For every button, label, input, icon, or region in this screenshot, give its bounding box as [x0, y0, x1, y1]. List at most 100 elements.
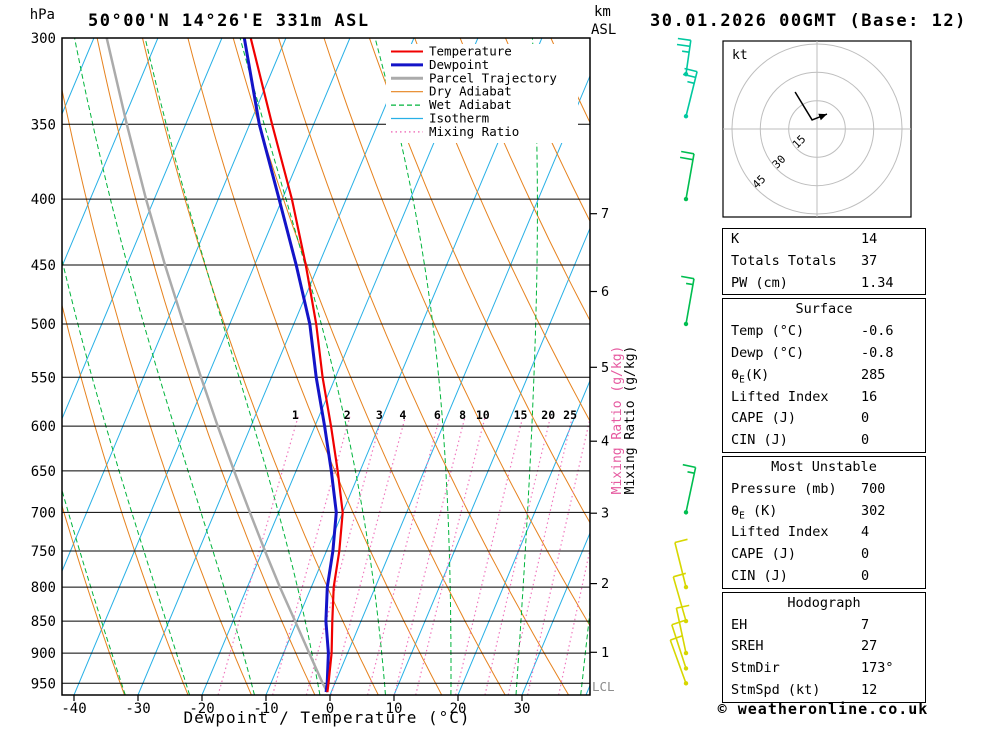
dry-adiabat-line	[96, 38, 316, 695]
wind-barb	[682, 67, 698, 119]
row-value: 7	[861, 616, 870, 633]
row-label: PW (cm)	[731, 274, 788, 291]
temperature-curve	[249, 38, 344, 693]
row-label: Pressure (mb)	[731, 480, 837, 497]
mixing-ratio-tick-label: 25	[563, 408, 577, 422]
x-tick-label: -10	[253, 701, 278, 717]
table-row: SREH 27	[723, 636, 925, 658]
alt-axis-unit-km: km	[594, 4, 611, 20]
mixing-ratio-axis-label-pink: Mixing Ratio (g/kg)	[610, 346, 625, 495]
table-row: EH 7	[723, 615, 925, 637]
wind-barb	[671, 619, 689, 671]
row-value: 285	[861, 366, 886, 383]
km-tick-label: 6	[601, 284, 609, 300]
row-value: -0.6	[861, 323, 894, 340]
pressure-tick-label: 650	[31, 464, 56, 480]
mixing-ratio-line	[272, 416, 351, 695]
dry-adiabat-line	[278, 38, 570, 695]
dry-adiabat-line	[142, 38, 379, 695]
row-value: 0	[861, 432, 870, 449]
x-tick-label: -20	[189, 701, 214, 717]
row-value: 14	[861, 231, 878, 247]
mixing-ratio-tick-label: 1	[292, 408, 299, 422]
table-row: Lifted Index 16	[723, 387, 925, 409]
section-header: Surface	[795, 301, 853, 318]
row-value: 37	[861, 252, 878, 269]
x-tick-label: -30	[125, 701, 150, 717]
isotherm-line	[329, 74, 590, 695]
row-value: 302	[861, 502, 886, 519]
legend-label: Dewpoint	[429, 57, 489, 72]
legend-label: Mixing Ratio	[429, 124, 519, 139]
km-tick-label: 3	[601, 506, 609, 522]
pressure-tick-label: 700	[31, 505, 56, 521]
row-label: Lifted Index	[731, 388, 829, 405]
table-row: CIN (J) 0	[723, 566, 925, 588]
dry-adiabat-line	[368, 38, 590, 524]
isotherm-line	[62, 38, 223, 421]
row-value: 700	[861, 480, 886, 497]
wet-adiabat-line	[74, 38, 255, 695]
legend-label: Temperature	[429, 44, 512, 59]
row-value: 0	[861, 410, 870, 427]
pressure-tick-label: 500	[31, 317, 56, 333]
pressure-tick-label: 350	[31, 117, 56, 133]
legend-label: Isotherm	[429, 111, 489, 126]
row-value: 12	[861, 681, 878, 698]
isotherm-line	[62, 38, 287, 573]
mixing-ratio-line	[330, 416, 406, 695]
mixing-ratio-tick-label: 10	[476, 408, 490, 422]
row-value: 1.34	[861, 274, 894, 291]
x-tick-label: -40	[61, 701, 86, 717]
isotherm-line	[393, 226, 590, 695]
isotherm-line	[521, 531, 590, 695]
mixing-ratio-axis-label: Mixing Ratio (g/kg)	[623, 346, 638, 495]
plot-frame	[61, 37, 591, 696]
row-label: K	[731, 231, 740, 247]
table-row: K 14	[723, 229, 925, 251]
row-value: 16	[861, 388, 878, 405]
row-label: StmDir	[731, 660, 780, 677]
wet-adiabat-line	[580, 606, 590, 695]
run-title: 30.01.2026 00GMT (Base: 12)	[650, 11, 967, 31]
mixing-ratio-tick-label: 15	[514, 408, 528, 422]
section-header: Most Unstable	[771, 458, 877, 475]
wet-adiabat-line	[239, 38, 386, 695]
pressure-tick-label: 450	[31, 258, 56, 274]
mixing-ratio-line	[217, 416, 299, 695]
wet-adiabat-line	[62, 257, 191, 695]
dry-adiabat-line	[0, 38, 61, 695]
row-label: CIN (J)	[731, 432, 788, 449]
dry-adiabat-line	[62, 87, 252, 695]
isotherm-line	[0, 38, 30, 695]
row-label: θE (K)	[731, 502, 778, 522]
x-axis-title: Dewpoint / Temperature (°C)	[183, 708, 470, 727]
table-row: Totals Totals 37	[723, 251, 925, 273]
wind-barb	[675, 604, 690, 656]
mixing-ratio-line	[367, 416, 441, 695]
wet-adiabat-line	[374, 38, 452, 695]
isotherm-line	[73, 38, 351, 695]
hodograph-arrowhead	[818, 113, 827, 121]
dry-adiabat-line	[62, 503, 125, 695]
table-section: Surface Temp (°C) -0.6 Dewp (°C) -0.8 θE(K) 28…	[722, 298, 926, 453]
pressure-tick-label: 300	[31, 31, 56, 47]
mixing-ratio-tick-label: 4	[399, 408, 406, 422]
pressure-tick-label: 900	[31, 646, 56, 662]
wind-barb	[682, 463, 697, 515]
isotherm-line	[137, 38, 415, 695]
section-header: Hodograph	[787, 594, 861, 611]
mixing-ratio-tick-label: 6	[434, 408, 441, 422]
axis-labels: -40 -30 -20 -10 0 10 20 30 300 350 400 450 500 550 600…	[31, 31, 609, 717]
row-label: Lifted Index	[731, 524, 829, 541]
dry-adiabat-line	[323, 38, 590, 627]
row-value: 0	[861, 567, 870, 584]
table-row: CAPE (J) 0	[723, 544, 925, 566]
mixing-ratio-tick-label: 8	[459, 408, 466, 422]
wind-barb	[681, 275, 695, 327]
wind-barb	[679, 150, 695, 202]
table-section: Hodograph EH 7 SREH 27 StmDir 173° StmSpd (kt) 1…	[722, 591, 926, 703]
isotherm-line	[62, 38, 95, 116]
